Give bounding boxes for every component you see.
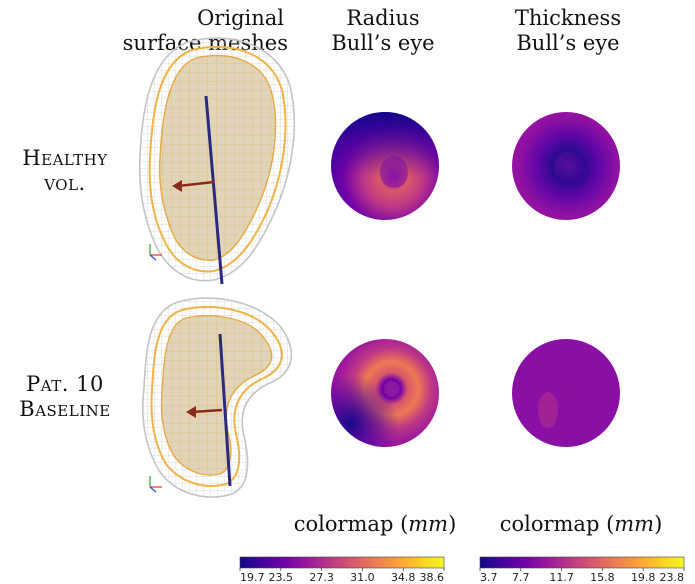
healthy-radius-arrowhead <box>172 180 182 192</box>
colorbar-caption-thickness-text: colormap <box>499 512 600 536</box>
colorbar-tick-label: 23.8 <box>660 571 685 584</box>
patient-endocardium <box>160 315 273 476</box>
healthy-endocardium <box>158 54 277 261</box>
column-header-radius-line2: Bull’s eye <box>331 31 435 55</box>
colorbar-caption-thickness-unit: mm <box>614 512 655 536</box>
column-header-original-line1: Original <box>197 6 284 30</box>
colorbar-tick-label: 15.8 <box>590 571 615 584</box>
colorbar-tick-label: 19.8 <box>631 571 656 584</box>
colorbar-radius-ticks: 19.7 23.5 27.3 31.0 34.8 38.6 <box>239 568 445 584</box>
healthy-epicardium-mid <box>148 45 287 273</box>
colorbar-tick-label: 27.3 <box>309 571 334 584</box>
patient-radius-arrow <box>191 408 223 414</box>
colorbar-tick-label: 38.6 <box>420 571 445 584</box>
colorbar-tick-label: 31.0 <box>350 571 375 584</box>
healthy-surface-mesh <box>138 37 296 285</box>
colorbar-caption-radius-text: colormap <box>293 512 394 536</box>
colorbar-tick-label: 7.7 <box>512 571 530 584</box>
colorbar-thickness-gradient <box>479 556 685 569</box>
thickness-bullseye-healthy <box>512 112 620 220</box>
healthy-radius-arrow <box>177 180 215 188</box>
column-header-radius-line1: Radius <box>346 6 420 30</box>
colorbar-tick-label: 3.7 <box>480 571 498 584</box>
colorbar-radius-gradient <box>239 556 445 569</box>
colorbar-tick-label: 19.7 <box>240 571 265 584</box>
row-label-healthy-line2: vol. <box>44 171 86 195</box>
patient-orientation-triad <box>149 476 162 493</box>
row-label-patient: Pat. 10 Baseline <box>0 372 130 422</box>
row-label-healthy: Healthy vol. <box>0 146 130 196</box>
patient-surface-mesh <box>141 297 293 498</box>
healthy-long-axis <box>204 95 224 285</box>
healthy-orientation-triad <box>149 244 162 261</box>
colorbar-caption-thickness: colormap (mm) <box>499 512 663 536</box>
patient-radius-arrowhead <box>186 406 196 418</box>
colorbar-thickness: 3.7 7.7 11.7 15.8 19.8 23.8 <box>479 556 685 584</box>
colorbar-tick-label: 11.7 <box>549 571 574 584</box>
thickness-bullseye-patient <box>512 339 620 447</box>
row-label-patient-line2: Baseline <box>19 397 111 421</box>
row-label-healthy-line1: Healthy <box>22 146 108 170</box>
colorbar-caption-radius: colormap (mm) <box>293 512 457 536</box>
patient-long-axis <box>218 333 232 487</box>
radius-bullseye-patient <box>331 339 439 447</box>
colorbar-tick-label: 23.5 <box>269 571 294 584</box>
column-header-radius: Radius Bull’s eye <box>318 6 448 56</box>
column-header-thickness-line1: Thickness <box>514 6 622 30</box>
row-label-patient-line1: Pat. 10 <box>26 372 104 396</box>
colorbar-caption-radius-unit: mm <box>408 512 449 536</box>
radius-bullseye-healthy <box>331 112 439 220</box>
colorbar-thickness-ticks: 3.7 7.7 11.7 15.8 19.8 23.8 <box>479 568 685 584</box>
patient-epicardium-mid <box>150 305 283 487</box>
column-header-thickness-line2: Bull’s eye <box>516 31 620 55</box>
column-header-thickness: Thickness Bull’s eye <box>498 6 638 56</box>
colorbar-tick-label: 34.8 <box>391 571 416 584</box>
colorbar-radius: 19.7 23.5 27.3 31.0 34.8 38.6 <box>239 556 445 584</box>
